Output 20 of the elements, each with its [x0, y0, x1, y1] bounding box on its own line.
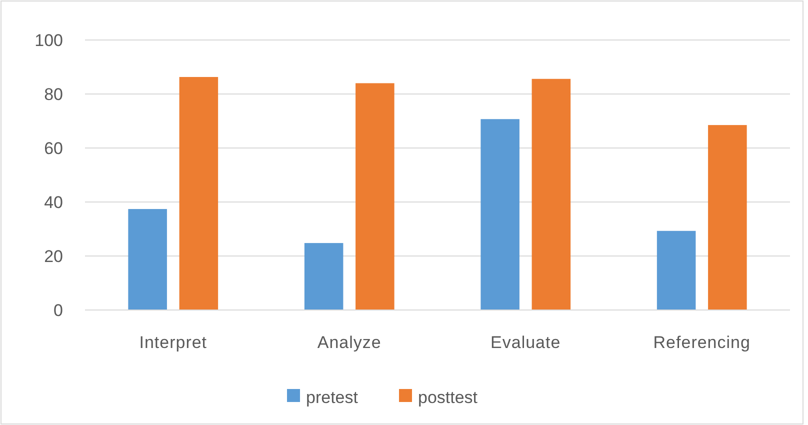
- bar: [128, 209, 167, 310]
- bar: [480, 119, 520, 310]
- y-tick-label: 100: [34, 30, 63, 50]
- legend-label: pretest: [306, 388, 358, 407]
- y-tick-label: 20: [44, 246, 63, 266]
- x-tick-label: Referencing: [653, 333, 750, 352]
- y-tick-label: 40: [44, 192, 63, 212]
- bar: [656, 230, 696, 310]
- bar: [356, 83, 394, 310]
- y-tick-label: 0: [54, 300, 63, 320]
- bar: [708, 125, 747, 310]
- bar: [304, 243, 344, 310]
- legend-label: posttest: [418, 388, 478, 407]
- y-tick-label: 60: [44, 138, 63, 158]
- y-tick-label: 80: [44, 84, 63, 104]
- x-tick-label: Analyze: [317, 333, 382, 352]
- bar: [532, 78, 571, 310]
- x-tick-label: Evaluate: [490, 333, 561, 352]
- bar: [179, 76, 218, 310]
- x-tick-label: Interpret: [139, 333, 208, 352]
